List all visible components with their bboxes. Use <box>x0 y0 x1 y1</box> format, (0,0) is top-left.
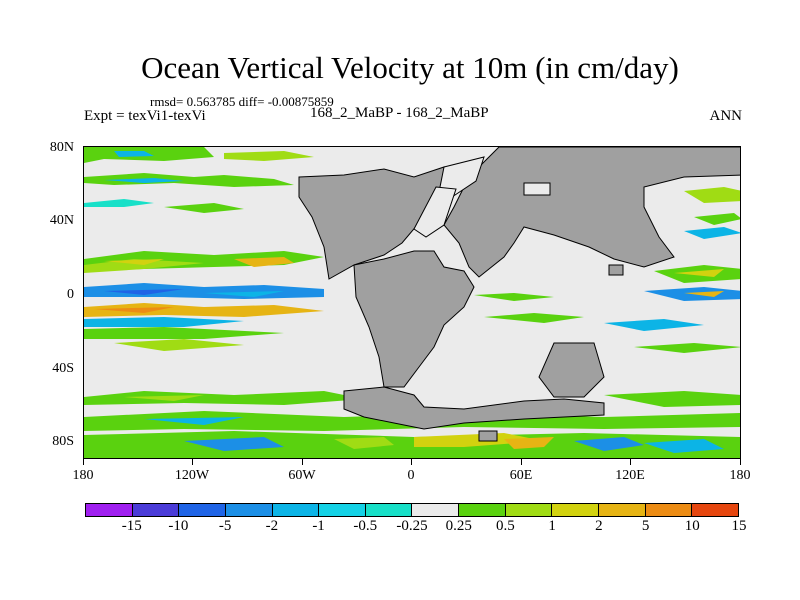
map-plot-area <box>83 146 741 459</box>
colorbar <box>85 503 739 517</box>
colorbar-swatch <box>692 504 738 516</box>
colorbar-swatch <box>365 504 413 516</box>
colorbar-level-label: -0.5 <box>353 518 378 534</box>
colorbar-level-label: 15 <box>731 518 747 534</box>
colorbar-level-label: -15 <box>121 518 142 534</box>
y-label-40n: 40N <box>49 213 74 228</box>
colorbar-swatch <box>272 504 320 516</box>
colorbar-swatch <box>86 504 133 516</box>
x-tick <box>740 459 741 465</box>
colorbar-swatch <box>412 504 460 516</box>
colorbar-swatch <box>319 504 366 516</box>
colorbar-swatch <box>599 504 646 516</box>
x-label-180e: 180 <box>729 468 751 483</box>
x-label-0: 0 <box>407 468 415 483</box>
rmsd-diff-stats: rmsd= 0.563785 diff= -0.00875859 <box>150 94 334 109</box>
x-label-60e: 60E <box>509 468 533 483</box>
colorbar-level-label: -0.25 <box>396 518 428 534</box>
velocity-field <box>84 147 740 458</box>
colorbar-level-label: 0.5 <box>496 518 515 534</box>
colorbar-level-label: -2 <box>265 518 279 534</box>
inland-seas <box>413 156 551 238</box>
x-tick <box>302 459 303 465</box>
colorbar-level-label: -1 <box>312 518 325 534</box>
season-label: ANN <box>709 108 743 124</box>
colorbar-level-label: -10 <box>168 518 189 534</box>
colorbar-level-label: 2 <box>595 518 603 534</box>
x-tick <box>192 459 193 465</box>
x-label-60w: 60W <box>288 468 316 483</box>
colorbar-swatch <box>179 504 226 516</box>
y-label-0: 0 <box>67 287 74 302</box>
colorbar-level-label: 10 <box>684 518 700 534</box>
colorbar-swatch <box>225 504 273 516</box>
runs-label: 168_2_MaBP - 168_2_MaBP <box>310 105 489 121</box>
colorbar-level-label: 5 <box>641 518 650 534</box>
colorbar-swatch <box>132 504 180 516</box>
x-tick <box>630 459 631 465</box>
x-label-120w: 120W <box>174 468 210 483</box>
colorbar-swatch <box>645 504 693 516</box>
x-label-180w: 180 <box>72 468 94 483</box>
anomaly-bands <box>84 147 740 458</box>
colorbar-swatch <box>552 504 600 516</box>
x-label-120e: 120E <box>615 468 645 483</box>
x-tick <box>411 459 412 465</box>
colorbar-swatch <box>505 504 553 516</box>
x-tick <box>521 459 522 465</box>
y-label-80n: 80N <box>49 140 74 155</box>
colorbar-level-label: 0.25 <box>445 518 472 534</box>
colorbar-swatch <box>459 504 506 516</box>
land-masses <box>298 147 740 442</box>
y-label-80s: 80S <box>52 434 74 449</box>
experiment-label: Expt = texVi1-texVi <box>84 108 206 124</box>
colorbar-level-label: 1 <box>548 518 556 534</box>
x-tick <box>83 459 84 465</box>
map-title: Ocean Vertical Velocity at 10m (in cm/da… <box>141 50 679 85</box>
colorbar-level-label: -5 <box>218 518 232 534</box>
y-label-40s: 40S <box>52 361 74 376</box>
